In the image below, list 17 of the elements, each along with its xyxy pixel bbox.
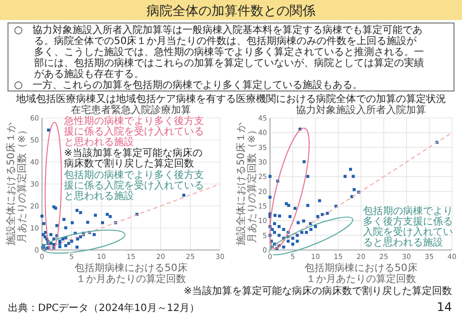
text: 地域包括医療病棟又は地域包括ケア病棟を有する医療機関における病院全体での加算の算定状況 (15, 93, 446, 105)
y-axis-title: 施設全体における50床１か月あたりの算定回数（※） (235, 122, 258, 246)
x-axis-title: 包括期病棟における50床１か月あたりの算定回数 (74, 262, 188, 285)
annotation: 急性期の病棟でより多く後方支援に係る入院を受け入れていると思われる施設 (63, 115, 204, 148)
text: 14 (436, 300, 452, 314)
text: 病院全体の加算件数との関係 (146, 4, 316, 19)
x-axis-title: 包括期病棟における50床１か月あたりの算定回数 (304, 262, 418, 285)
source-note: 出典：DPCデータ（2024年10月～12月） (8, 302, 200, 314)
annotation: ※当該加算を算定可能な病床の病床数で割り戻した算定回数 (64, 147, 202, 170)
y-axis-title: 施設全体における50床１か月あたりの算定回数（※） (5, 122, 28, 246)
chart-title: 在宅患者緊急入院診療加算 (71, 104, 191, 116)
text: ○ 協力対象施設入所者入院加算等は一般病棟入院基本料を算定する病棟でも算定可能である。病院全体での50床１か月当たりの件数は、包括期病棟のみの件数を上回る施設が多く、こうした施設では、急性期の病棟等でより多く算定されていると推測される。一部には、包括期の病棟ではこれらの加算を算定していないが、病院としては算定の実績がある施設も存在する。 (14, 24, 424, 80)
annotation: 包括期の病棟でより多く後方支援に係る入院を受け入れていると思われる施設 (64, 169, 204, 202)
text: ※当該加算を算定可能な病床の病床数で割り戻した算定回数 (184, 285, 452, 297)
chart-title: 協力対象施設入所者入院加算 (296, 104, 426, 116)
text: ○ 一方、これらの加算を包括期の病棟でより多く算定している施設もある。 (14, 79, 363, 91)
annotation: 包括期の病棟でより多く後方支援に係る入院を受け入れていると思われる施設 (363, 205, 453, 248)
